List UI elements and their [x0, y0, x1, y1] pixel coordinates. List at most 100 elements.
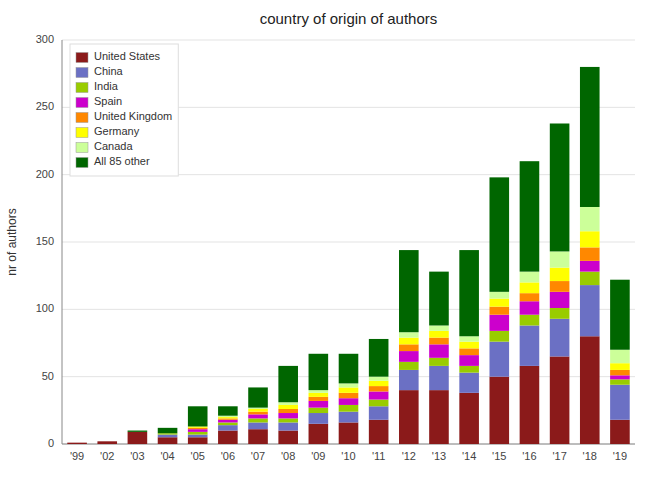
bar-segment: [580, 285, 600, 336]
bar-segment: [459, 393, 479, 444]
x-tick-label: '08: [281, 450, 295, 462]
y-tick-label: 100: [36, 302, 54, 314]
bar-segment: [550, 123, 570, 251]
bar-segment: [339, 422, 359, 444]
bar-segment: [248, 412, 268, 415]
bar-segment: [459, 366, 479, 373]
bar-segment: [610, 375, 630, 379]
bar-segment: [489, 307, 509, 315]
bar-segment: [399, 370, 419, 390]
bar-segment: [128, 431, 148, 432]
bar-segment: [399, 344, 419, 351]
bar-segment: [188, 437, 208, 444]
y-tick-label: 0: [48, 437, 54, 449]
bar-segment: [369, 381, 389, 386]
bar-segment: [520, 315, 540, 326]
bar-segment: [369, 400, 389, 407]
legend-swatch: [76, 83, 88, 93]
bar-segment: [248, 387, 268, 407]
bar-segment: [369, 391, 389, 399]
bar-segment: [399, 338, 419, 345]
bar-segment: [309, 408, 329, 413]
bar-segment: [429, 390, 449, 444]
bar-segment: [97, 441, 117, 444]
x-tick-label: '07: [251, 450, 265, 462]
grid-line: [62, 309, 635, 310]
bar-segment: [309, 397, 329, 401]
bar-segment: [188, 435, 208, 438]
bar-segment: [610, 379, 630, 384]
bar-segment: [188, 429, 208, 432]
bar-segment: [489, 292, 509, 299]
bar-segment: [610, 280, 630, 350]
x-tick-label: '05: [191, 450, 205, 462]
bar-segment: [429, 344, 449, 357]
bar-segment: [158, 437, 178, 444]
bar-segment: [67, 442, 87, 443]
bar-segment: [520, 272, 540, 283]
bar-segment: [489, 342, 509, 377]
bar-segment: [369, 377, 389, 381]
legend-label: United Kingdom: [94, 110, 172, 122]
bar-segment: [128, 431, 148, 432]
x-tick-label: '06: [221, 450, 235, 462]
bar-segment: [489, 299, 509, 307]
bar-segment: [489, 315, 509, 331]
legend-swatch: [76, 53, 88, 63]
bar-segment: [248, 408, 268, 409]
bar-segment: [158, 435, 178, 438]
bar-segment: [278, 366, 298, 402]
bar-segment: [128, 432, 148, 444]
x-tick-label: '16: [522, 450, 536, 462]
bar-segment: [369, 386, 389, 391]
x-tick-label: '12: [402, 450, 416, 462]
bar-segment: [158, 428, 178, 433]
bar-segment: [158, 433, 178, 434]
bar-segment: [128, 431, 148, 432]
bar-segment: [459, 373, 479, 393]
bar-segment: [339, 393, 359, 398]
bar-segment: [248, 409, 268, 412]
bar-segment: [580, 247, 600, 260]
bar-segment: [580, 261, 600, 272]
bar-segment: [520, 366, 540, 444]
x-tick-label: '04: [160, 450, 174, 462]
bar-segment: [489, 377, 509, 444]
bar-segment: [429, 366, 449, 390]
bar-segment: [309, 354, 329, 390]
bar-segment: [610, 370, 630, 375]
bar-segment: [429, 338, 449, 345]
bar-segment: [459, 250, 479, 336]
bar-segment: [550, 251, 570, 267]
x-tick-label: '18: [583, 450, 597, 462]
bar-segment: [278, 409, 298, 413]
bar-segment: [399, 332, 419, 337]
legend-label: All 85 other: [94, 155, 150, 167]
bar-segment: [218, 425, 238, 430]
legend-swatch: [76, 143, 88, 153]
bar-segment: [399, 362, 419, 370]
bar-segment: [550, 268, 570, 281]
bar-segment: [67, 442, 87, 443]
bar-segment: [67, 442, 87, 443]
y-tick-label: 150: [36, 235, 54, 247]
x-tick-label: '13: [432, 450, 446, 462]
bar-segment: [550, 356, 570, 444]
bar-segment: [459, 336, 479, 341]
bar-segment: [309, 401, 329, 408]
bar-segment: [580, 67, 600, 207]
grid-line: [62, 242, 635, 243]
bar-segment: [309, 424, 329, 444]
bar-segment: [248, 429, 268, 444]
bar-segment: [459, 355, 479, 366]
bar-segment: [489, 331, 509, 342]
bar-segment: [610, 350, 630, 363]
bar-segment: [128, 431, 148, 432]
bar-segment: [339, 405, 359, 412]
bar-segment: [550, 319, 570, 357]
bar-segment: [218, 420, 238, 423]
chart: 050100150200250300'99'02'03'04'05'06'07'…: [0, 0, 651, 480]
bar-segment: [188, 426, 208, 427]
bar-segment: [459, 342, 479, 349]
bar-segment: [248, 422, 268, 429]
